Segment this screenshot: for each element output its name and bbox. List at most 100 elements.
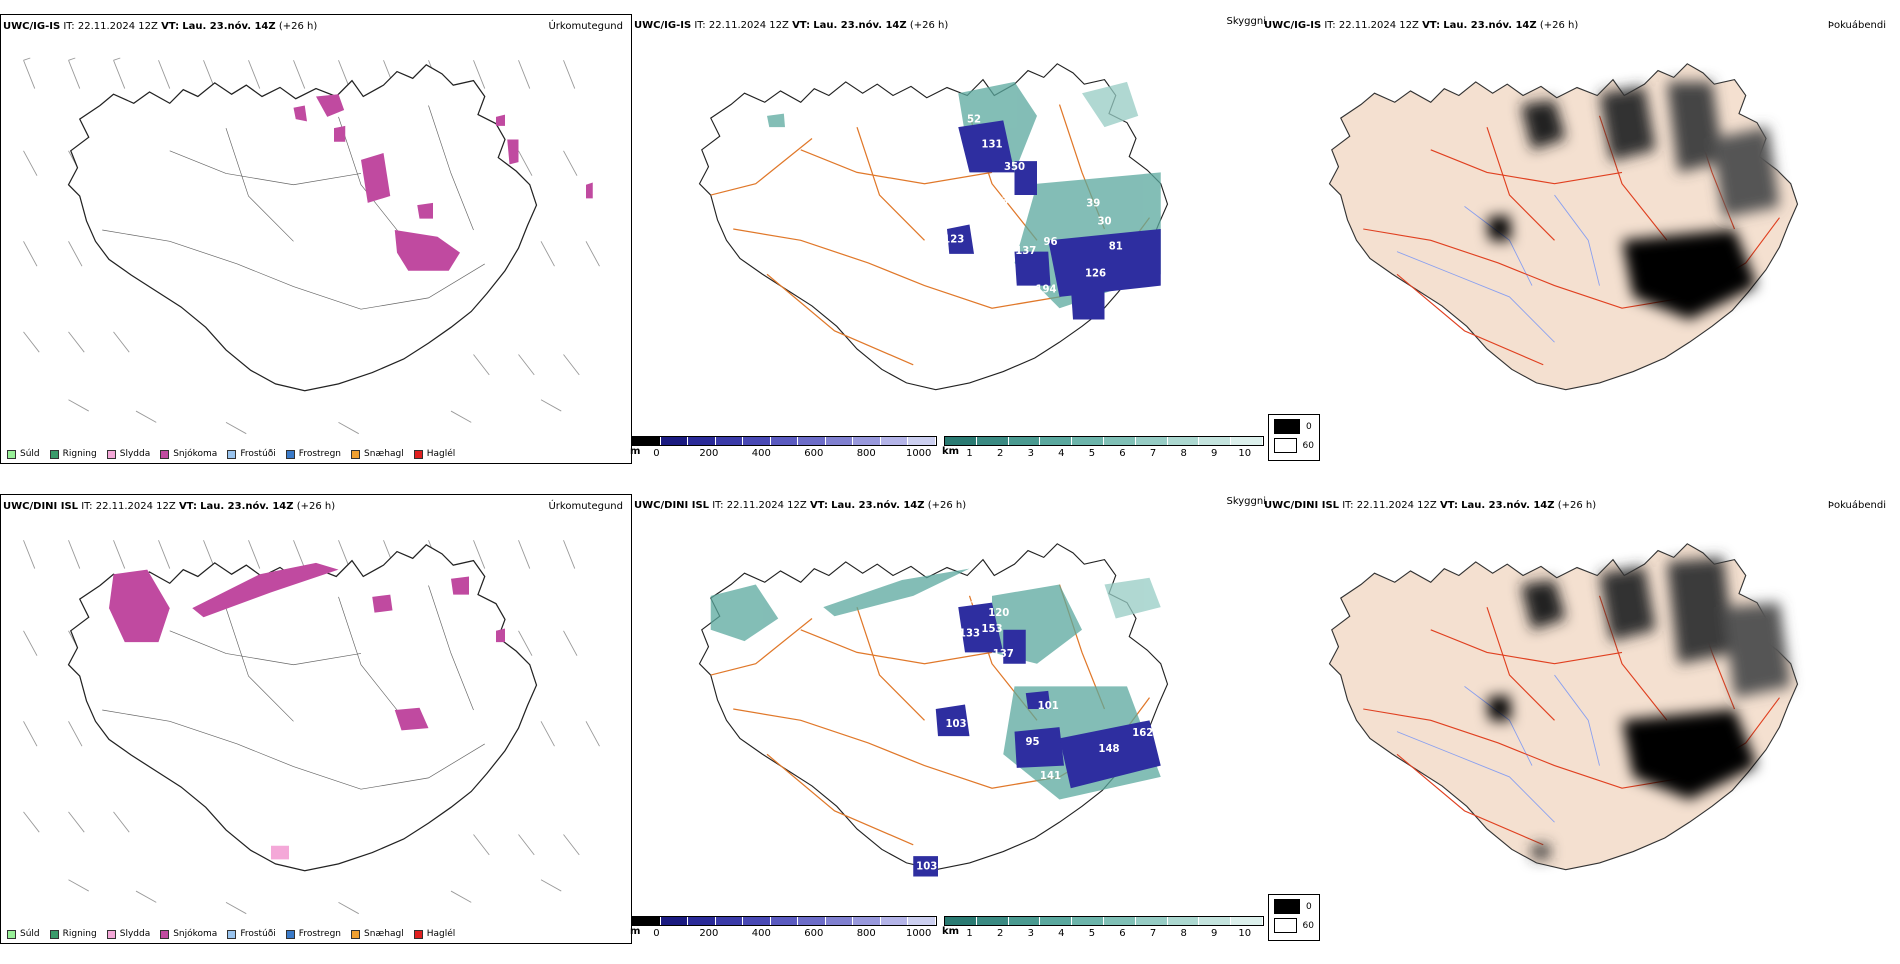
- ceiling-label: 194: [1035, 284, 1056, 295]
- vt-label: VT:: [161, 21, 180, 32]
- colorbar-cell: [908, 437, 937, 445]
- colorbar-cell: [1135, 437, 1168, 445]
- colorbar-tick: 1: [966, 928, 973, 939]
- ceiling-label: 96: [1043, 237, 1057, 248]
- ceiling-label: 148: [1098, 744, 1119, 755]
- ceiling-label: 131: [981, 140, 1002, 151]
- colorbar-tick: 1: [966, 448, 973, 459]
- precip-type-panel-0: UWC/IG-IS IT: 22.11.2024 12Z VT: Lau. 23…: [0, 14, 632, 464]
- it-value: 22.11.2024 12Z: [726, 500, 807, 511]
- it-value: 22.11.2024 12Z: [77, 21, 158, 32]
- legend-item-6: Snæhagl: [351, 449, 404, 459]
- legend-label: Frostregn: [298, 929, 342, 939]
- colorbar-cell: [976, 437, 1009, 445]
- model-name: UWC/DINI ISL: [3, 501, 79, 512]
- colorbar-tick: 800: [856, 448, 876, 459]
- legend-label: Snæhagl: [364, 449, 404, 459]
- colorbar-cell: [1167, 437, 1200, 445]
- panel-title: UWC/IG-IS IT: 22.11.2024 12Z VT: Lau. 23…: [3, 21, 317, 32]
- colorbar-cell: [853, 437, 881, 445]
- ceiling-visibility-panel-1: UWC/DINI ISL IT: 22.11.2024 12Z VT: Lau.…: [632, 494, 1266, 964]
- roads: [102, 585, 485, 790]
- legend-swatch: [106, 449, 116, 459]
- colorbar-tick: 1000: [905, 448, 932, 459]
- colorbar-tick: 800: [856, 928, 876, 939]
- vt-value: Lau. 23.nóv. 14Z: [1443, 20, 1537, 31]
- legend-item-7: Haglél: [413, 449, 455, 459]
- ceiling-label: 153: [981, 624, 1002, 635]
- legend-swatch: [413, 929, 423, 939]
- colorbar-tick: 0: [653, 448, 660, 459]
- colorbar-cell: [798, 437, 826, 445]
- colorbar-tick: 200: [699, 928, 719, 939]
- colorbar-cell: [1072, 437, 1104, 445]
- fog-map: [1328, 543, 1799, 871]
- fog-map: [1328, 63, 1799, 391]
- cloud-legend-swatch: [1274, 438, 1297, 453]
- it-value: 22.11.2024 12Z: [95, 501, 176, 512]
- panel-title: UWC/DINI ISL IT: 22.11.2024 12Z VT: Lau.…: [634, 500, 966, 511]
- colorbar-cell: [825, 437, 854, 445]
- colorbar-cell: [976, 917, 1009, 925]
- panel-name: Skyggni: [1226, 16, 1266, 27]
- it-label: IT:: [81, 501, 93, 512]
- colorbar-tick: 6: [1119, 448, 1126, 459]
- lead-time: (+26 h): [1539, 20, 1579, 31]
- colorbar-cell: [880, 917, 909, 925]
- colorbar-cell: [1072, 917, 1104, 925]
- ceiling-label: 123: [943, 235, 964, 246]
- legend-label: Frostúði: [240, 929, 276, 939]
- vt-value: Lau. 23.nóv. 14Z: [1461, 500, 1555, 511]
- precip-type-map: [23, 57, 600, 435]
- panel-name: Úrkomutegund: [548, 21, 623, 32]
- ceiling-colorbar-0: 0 200 400 600 800 1000 m: [630, 436, 937, 464]
- cloud-legend-label: 60: [1302, 920, 1314, 931]
- cloud-legend-0: 0 60: [1268, 414, 1320, 461]
- ceiling-label: 137: [1015, 246, 1036, 257]
- legend-item-0: Súld: [7, 929, 40, 939]
- vt-label: VT:: [1422, 20, 1441, 31]
- ceiling-label: 137: [993, 649, 1014, 660]
- panel-name: Þokuábendi: [1827, 500, 1886, 511]
- colorbar-tick: 5: [1088, 928, 1096, 939]
- lead-time: (+26 h): [296, 501, 336, 512]
- fog-areas: [1487, 557, 1791, 859]
- lead-time: (+26 h): [909, 20, 949, 31]
- colorbar-tick: 9: [1211, 928, 1218, 939]
- ceiling-label: 101: [1038, 701, 1059, 712]
- fog-panel-0: UWC/IG-IS IT: 22.11.2024 12Z VT: Lau. 23…: [1262, 14, 1892, 484]
- roads: [710, 104, 1150, 366]
- ceiling-label: 350: [1004, 162, 1025, 173]
- precip-type-panel-1: UWC/DINI ISL IT: 22.11.2024 12Z VT: Lau.…: [0, 494, 632, 944]
- colorbar-tick: 8: [1180, 448, 1187, 459]
- legend-swatch: [227, 449, 237, 459]
- model-name: UWC/DINI ISL: [1264, 500, 1340, 511]
- ceiling-label: 103: [916, 862, 937, 873]
- lead-time: (+26 h): [1557, 500, 1597, 511]
- ceiling-label: 81: [1109, 241, 1123, 252]
- cloud-legend-item: 60: [1274, 438, 1314, 453]
- ceiling-colorbar-1: 0 200 400 600 800 1000 m: [630, 916, 937, 944]
- it-value: 22.11.2024 12Z: [1356, 500, 1437, 511]
- legend-label: Slydda: [119, 449, 151, 459]
- colorbar-cell: [945, 917, 977, 925]
- colorbar-cell: [660, 437, 689, 445]
- legend-swatch: [160, 449, 170, 459]
- cloud-legend-swatch: [1274, 918, 1297, 933]
- ceiling-label: 39: [1086, 198, 1100, 209]
- colorbar-tick: 7: [1149, 448, 1157, 459]
- it-label: IT:: [712, 500, 724, 511]
- legend-item-4: Frostúði: [227, 449, 276, 459]
- legend-swatch: [351, 929, 361, 939]
- cloud-legend-item: 60: [1274, 918, 1314, 933]
- colorbar-tick: 10: [1238, 928, 1252, 939]
- visibility-unit: km: [942, 446, 960, 457]
- ceiling-label: 120: [988, 608, 1009, 619]
- snow-areas: [109, 562, 505, 860]
- legend-item-4: Frostúði: [227, 929, 276, 939]
- legend-item-6: Snæhagl: [351, 929, 404, 939]
- legend-label: Snæhagl: [364, 929, 404, 939]
- colorbar-tick: 1000: [905, 928, 932, 939]
- colorbar-cell: [853, 917, 881, 925]
